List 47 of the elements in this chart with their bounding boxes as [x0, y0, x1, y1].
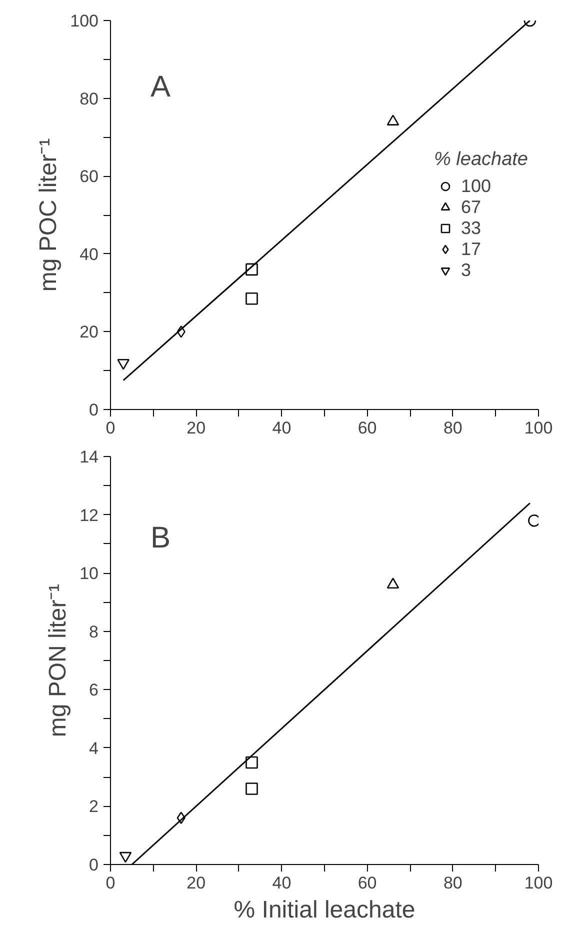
point	[528, 514, 538, 527]
y-tick-label: 80	[80, 89, 99, 108]
point	[386, 578, 400, 589]
point	[246, 756, 258, 769]
y-tick-label: 60	[80, 167, 99, 186]
point	[386, 114, 400, 126]
y-tick-label: 8	[89, 622, 99, 642]
point	[246, 292, 258, 305]
legend-label: 3	[460, 260, 472, 280]
y-axis-title: mg PON liter⁻¹	[44, 584, 72, 738]
x-tick-label: 20	[186, 418, 206, 438]
y-tick-label: 10	[80, 564, 99, 584]
legend-label: 33	[460, 218, 482, 238]
y-tick-label: 0	[89, 856, 99, 874]
x-tick-label: 80	[443, 874, 462, 892]
x-tick-label: 100	[524, 418, 553, 438]
x-tick-label: 40	[272, 874, 292, 892]
legend-label: 17	[460, 238, 482, 260]
annotation: A	[150, 70, 171, 104]
x-tick-label: 0	[106, 874, 116, 892]
y-tick-label: 6	[89, 680, 99, 700]
y-tick-label: 0	[89, 400, 99, 420]
y-tick-label: 2	[89, 797, 99, 816]
point	[176, 326, 186, 338]
x-tick-label: 40	[272, 418, 292, 438]
legend-label: 100	[460, 176, 492, 196]
point	[119, 852, 132, 863]
y-tick-label: 40	[80, 244, 99, 264]
y-tick-label: 14	[80, 448, 99, 466]
y-tick-label: 12	[80, 506, 99, 525]
point	[117, 358, 130, 370]
x-tick-label: 0	[106, 418, 116, 438]
point	[246, 263, 258, 276]
legend-title: % leachate	[434, 148, 528, 170]
y-tick-label: 4	[89, 738, 99, 758]
legend-label: 67	[460, 196, 482, 218]
y-axis-title: mg POC liter⁻¹	[35, 138, 62, 292]
x-tick-label: 20	[186, 874, 206, 892]
x-tick-label: 80	[443, 418, 462, 438]
point	[246, 782, 258, 795]
x-axis-title: % Initial leachate	[234, 896, 416, 924]
x-tick-label: 100	[524, 874, 553, 892]
annotation: B	[150, 522, 171, 554]
y-tick-label: 20	[80, 322, 99, 342]
y-tick-label: 100	[70, 12, 99, 30]
x-tick-label: 60	[358, 418, 377, 438]
x-tick-label: 60	[358, 874, 377, 892]
